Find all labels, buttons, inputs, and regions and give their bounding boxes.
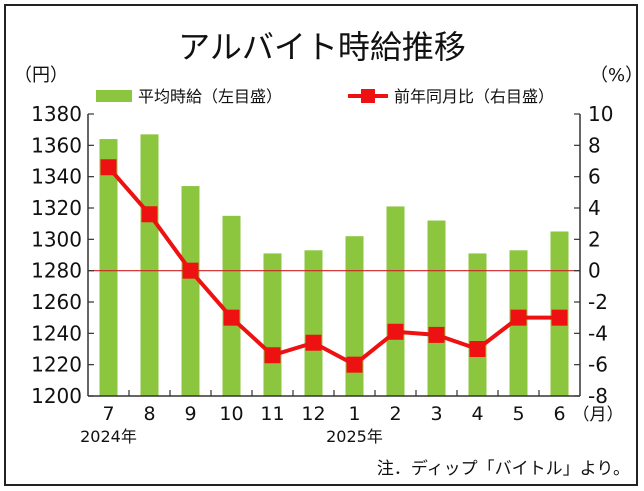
left-tick-label: 1340 [31, 165, 82, 189]
yoy-point-4 [469, 341, 486, 357]
bar-7 [99, 139, 118, 397]
legend-line-marker [361, 89, 375, 103]
right-tick-label: 8 [588, 133, 601, 157]
right-tick-label: 10 [588, 102, 613, 126]
left-tick-label: 1220 [31, 353, 82, 377]
bar-9 [181, 186, 200, 396]
bar-1 [345, 236, 364, 396]
right-tick-label: -6 [588, 353, 608, 377]
x-tick-label: 9 [184, 403, 196, 425]
right-tick-label: -8 [588, 384, 608, 408]
bar-11 [263, 253, 282, 396]
yoy-point-7 [100, 159, 117, 176]
left-axis-unit: （円） [14, 65, 68, 86]
x-tick-label: 2 [389, 403, 401, 425]
left-tick-label: 1380 [31, 102, 82, 126]
x-tick-label: 11 [260, 403, 284, 425]
yoy-point-6 [551, 309, 568, 326]
yoy-point-9 [182, 262, 199, 279]
year-label: 2024年 [80, 427, 137, 446]
left-tick-label: 1360 [31, 133, 82, 157]
year-label: 2025年 [326, 427, 383, 446]
bar-12 [304, 250, 323, 396]
yoy-point-1 [346, 356, 363, 373]
yoy-point-5 [510, 309, 527, 326]
x-tick-label: 4 [471, 403, 483, 425]
legend: 平均時給（左目盛） 前年同月比（右目盛） [96, 87, 554, 106]
yoy-point-12 [305, 334, 322, 351]
yoy-point-2 [387, 323, 404, 340]
left-tick-label: 1320 [31, 196, 82, 220]
x-tick-label: 6 [553, 403, 565, 425]
bar-10 [222, 215, 241, 396]
yoy-point-11 [264, 347, 281, 364]
left-tick-label: 1300 [31, 227, 82, 251]
x-tick-label: 12 [301, 403, 325, 425]
bar-4 [468, 253, 487, 396]
bar-2 [386, 206, 405, 396]
bar-3 [427, 220, 446, 396]
x-axis-unit: （月） [573, 405, 624, 425]
right-axis-unit: （%） [590, 65, 643, 86]
x-tick-label: 5 [512, 403, 524, 425]
left-tick-label: 1240 [31, 321, 82, 345]
right-tick-label: -2 [588, 290, 608, 314]
yoy-point-10 [223, 309, 240, 326]
right-tick-label: -4 [588, 321, 608, 345]
legend-bar-label: 平均時給（左目盛） [138, 87, 282, 106]
left-tick-label: 1200 [31, 384, 82, 408]
bar-8 [140, 134, 159, 396]
x-tick-label: 10 [219, 403, 243, 425]
x-tick-label: 7 [102, 403, 114, 425]
yoy-point-8 [141, 206, 158, 223]
left-tick-label: 1280 [31, 259, 82, 283]
right-tick-label: 2 [588, 227, 601, 251]
x-tick-label: 8 [143, 403, 155, 425]
chart-title: アルバイト時給推移 [178, 28, 466, 66]
x-tick-label: 1 [348, 403, 360, 425]
source-note: 注．ディップ「バイトル」より。 [377, 458, 630, 479]
left-tick-label: 1260 [31, 290, 82, 314]
right-tick-label: 4 [588, 196, 601, 220]
yoy-line [106, 165, 560, 367]
right-tick-label: 0 [588, 259, 601, 283]
right-tick-label: 6 [588, 165, 601, 189]
legend-line-label: 前年同月比（右目盛） [394, 87, 554, 106]
yoy-point-3 [428, 326, 445, 343]
legend-bar-swatch [96, 90, 132, 102]
x-tick-label: 3 [430, 403, 442, 425]
